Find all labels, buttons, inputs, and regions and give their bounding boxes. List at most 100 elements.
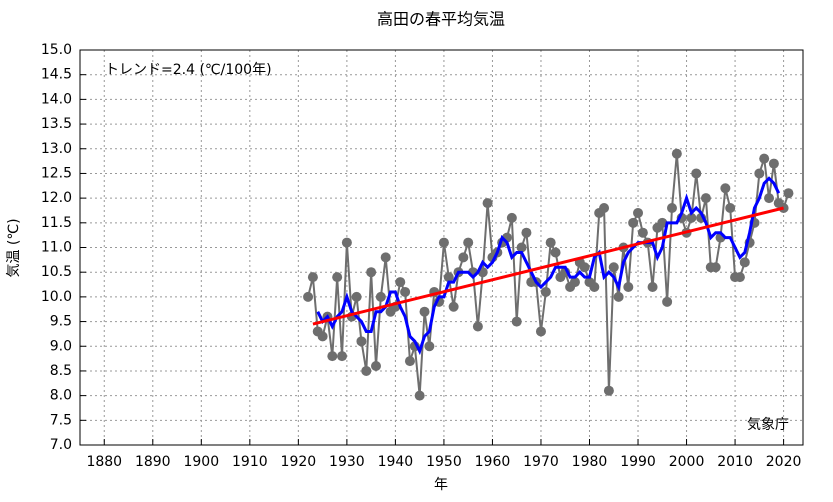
data-point: [380, 252, 391, 263]
data-point: [633, 207, 644, 218]
trend-annotation: トレンド=2.4 (℃/100年): [105, 62, 272, 78]
source-annotation: 気象庁: [747, 417, 789, 433]
x-tick-label: 1970: [523, 454, 559, 470]
data-point: [458, 252, 469, 263]
data-point: [317, 331, 328, 342]
y-tick-label: 9.5: [50, 314, 72, 330]
data-point: [550, 247, 561, 258]
data-point: [482, 198, 493, 209]
data-point: [463, 237, 474, 248]
data-point: [657, 217, 668, 228]
series-line: [312, 206, 784, 326]
data-point: [506, 212, 517, 223]
data-point: [764, 193, 775, 204]
y-tick-label: 9.0: [50, 338, 72, 354]
x-tick-label: 1990: [620, 454, 656, 470]
data-point: [700, 193, 711, 204]
y-tick-label: 11.5: [41, 215, 72, 231]
data-point: [341, 237, 352, 248]
data-point: [366, 267, 377, 278]
x-tick-label: 1940: [378, 454, 414, 470]
data-point: [783, 188, 794, 199]
data-point: [332, 272, 343, 283]
data-point: [671, 148, 682, 159]
data-point: [759, 153, 770, 164]
data-point: [637, 227, 648, 238]
y-axis-label: 気温 (℃): [6, 218, 22, 277]
data-point: [623, 282, 634, 292]
data-point: [725, 203, 736, 213]
x-tick-label: 1920: [281, 454, 317, 470]
series-line: [307, 153, 790, 396]
data-point: [734, 272, 745, 283]
data-point: [303, 291, 314, 302]
data-point: [395, 277, 406, 288]
x-tick-label: 1880: [86, 454, 122, 470]
data-point: [424, 341, 435, 352]
y-tick-label: 15.0: [41, 42, 72, 58]
y-tick-label: 14.0: [41, 91, 72, 107]
data-point: [400, 286, 411, 297]
y-tick-label: 8.0: [50, 388, 72, 404]
data-point: [710, 262, 721, 273]
data-point: [720, 183, 731, 194]
data-point: [569, 277, 580, 288]
data-point: [516, 242, 527, 253]
data-point: [666, 203, 677, 213]
y-tick-label: 8.5: [50, 363, 72, 379]
data-point: [356, 336, 367, 347]
data-point: [691, 168, 702, 179]
x-tick-label: 1960: [475, 454, 511, 470]
data-point: [628, 217, 639, 228]
data-point: [443, 272, 454, 283]
data-point: [337, 351, 348, 362]
data-point: [768, 158, 779, 169]
data-point: [739, 257, 750, 268]
series-line: [316, 176, 781, 356]
y-tick-label: 7.0: [50, 437, 72, 453]
data-point: [686, 212, 697, 223]
data-point: [613, 291, 624, 302]
plot-frame: [79, 49, 804, 446]
data-point: [603, 385, 614, 396]
x-tick-label: 1980: [572, 454, 608, 470]
x-tick-label: 1900: [183, 454, 219, 470]
data-point: [307, 272, 318, 283]
y-tick-label: 14.5: [41, 67, 72, 83]
data-point: [579, 262, 590, 273]
data-point: [375, 291, 386, 302]
x-tick-label: 1950: [426, 454, 462, 470]
data-point: [419, 306, 430, 317]
data-point: [327, 351, 338, 362]
x-tick-label: 1930: [329, 454, 365, 470]
data-point: [404, 356, 415, 367]
x-tick-label: 2020: [766, 454, 802, 470]
data-point: [472, 321, 483, 332]
y-tick-label: 12.0: [41, 190, 72, 206]
data-point: [370, 361, 381, 371]
data-point: [438, 237, 449, 248]
data-point: [535, 326, 546, 337]
y-tick-label: 13.0: [41, 141, 72, 157]
y-tick-label: 11.0: [41, 240, 72, 256]
data-point: [351, 291, 362, 302]
x-axis-label: 年: [434, 477, 448, 493]
data-point: [414, 390, 425, 401]
y-tick-label: 10.0: [41, 289, 72, 305]
x-tick-label: 1910: [232, 454, 268, 470]
y-tick-label: 10.5: [41, 264, 72, 280]
data-point: [511, 316, 522, 327]
y-tick-label: 12.5: [41, 165, 72, 181]
data-point: [662, 296, 673, 307]
data-point: [540, 286, 551, 297]
data-point: [599, 203, 610, 213]
data-point: [521, 227, 532, 238]
y-tick-label: 7.5: [50, 412, 72, 428]
chart-title: 高田の春平均気温: [377, 10, 505, 29]
data-point: [608, 262, 619, 273]
data-point: [361, 365, 372, 376]
data-point: [448, 301, 459, 312]
y-tick-label: 13.5: [41, 116, 72, 132]
data-point: [754, 168, 765, 179]
